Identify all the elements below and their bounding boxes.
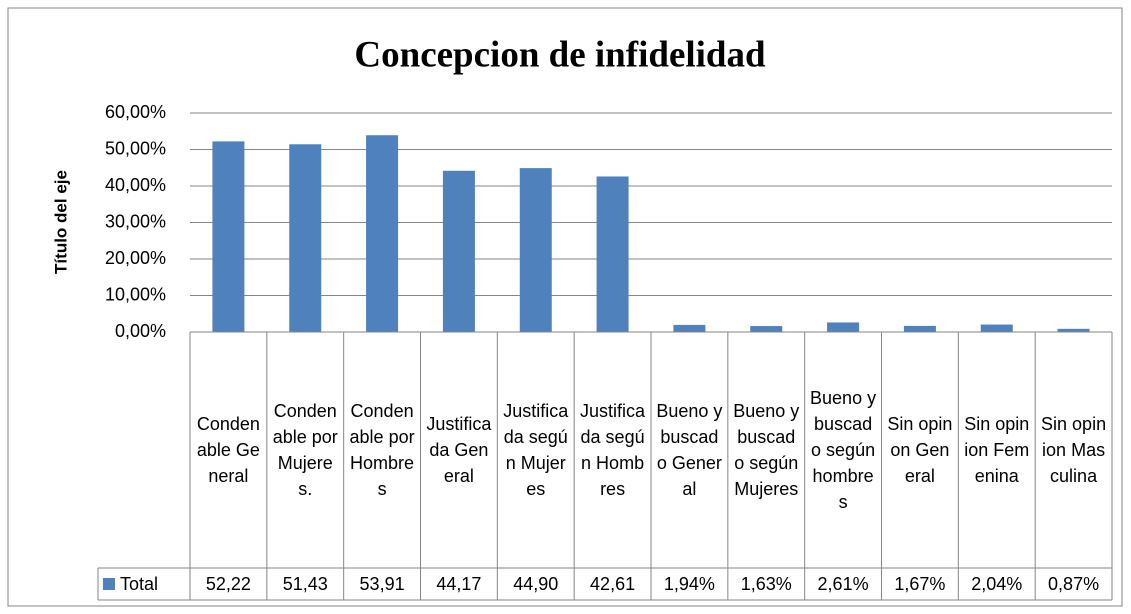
data-table-value: 1,94%	[663, 574, 715, 594]
data-table-value: 1,63%	[740, 574, 792, 594]
y-tick-label: 10,00%	[105, 284, 166, 304]
y-axis-title: Título del eje	[51, 170, 70, 274]
data-table-value: 2,04%	[971, 574, 1023, 594]
bar	[827, 322, 860, 332]
category-label: Bueno y buscado según hombres	[810, 388, 877, 512]
y-tick-label: 20,00%	[105, 248, 166, 268]
bar	[366, 135, 399, 332]
bar	[442, 170, 475, 332]
bar	[750, 326, 783, 332]
bar	[212, 141, 245, 332]
bar	[980, 324, 1013, 332]
data-table-value: 44,90	[513, 574, 559, 594]
bar	[289, 144, 322, 332]
data-table-value: 52,22	[205, 574, 251, 594]
category-label: Justificada General	[426, 414, 492, 486]
category-label: Sin opinon General	[887, 414, 953, 486]
category-label: Sin opinion Masculina	[1041, 414, 1107, 486]
y-tick-label: 40,00%	[105, 175, 166, 195]
legend-swatch	[103, 578, 115, 590]
data-table-value: 51,43	[282, 574, 328, 594]
bar	[596, 176, 629, 332]
category-label: Bueno y buscado según Mujeres	[733, 401, 800, 499]
bar	[903, 325, 936, 332]
data-table-value: 2,61%	[817, 574, 869, 594]
bar	[1057, 328, 1090, 332]
y-tick-label: 0,00%	[115, 321, 166, 341]
y-tick-label: 50,00%	[105, 138, 166, 158]
bar	[519, 168, 552, 332]
data-table-value: 53,91	[359, 574, 405, 594]
data-table-value: 42,61	[590, 574, 636, 594]
legend-label: Total	[120, 574, 158, 594]
bar	[673, 324, 706, 332]
category-label: Sin opinion Femenina	[964, 414, 1030, 486]
y-tick-label: 60,00%	[105, 102, 166, 122]
category-label: Condenable General	[196, 414, 260, 486]
y-tick-label: 30,00%	[105, 211, 166, 231]
data-table-value: 1,67%	[894, 574, 946, 594]
data-table-value: 44,17	[436, 574, 482, 594]
category-label: Justificada según Hombres	[580, 401, 646, 499]
data-table-value: 0,87%	[1048, 574, 1100, 594]
category-label: Condenable por Mujeres.	[272, 401, 338, 499]
category-label: Justificada según Mujeres	[503, 401, 569, 499]
chart-border	[7, 7, 1123, 607]
chart-title: Concepcion de infidelidad	[354, 34, 766, 75]
category-label: Bueno y buscado General	[656, 401, 723, 499]
category-label: Condenable por Hombres	[349, 401, 415, 499]
